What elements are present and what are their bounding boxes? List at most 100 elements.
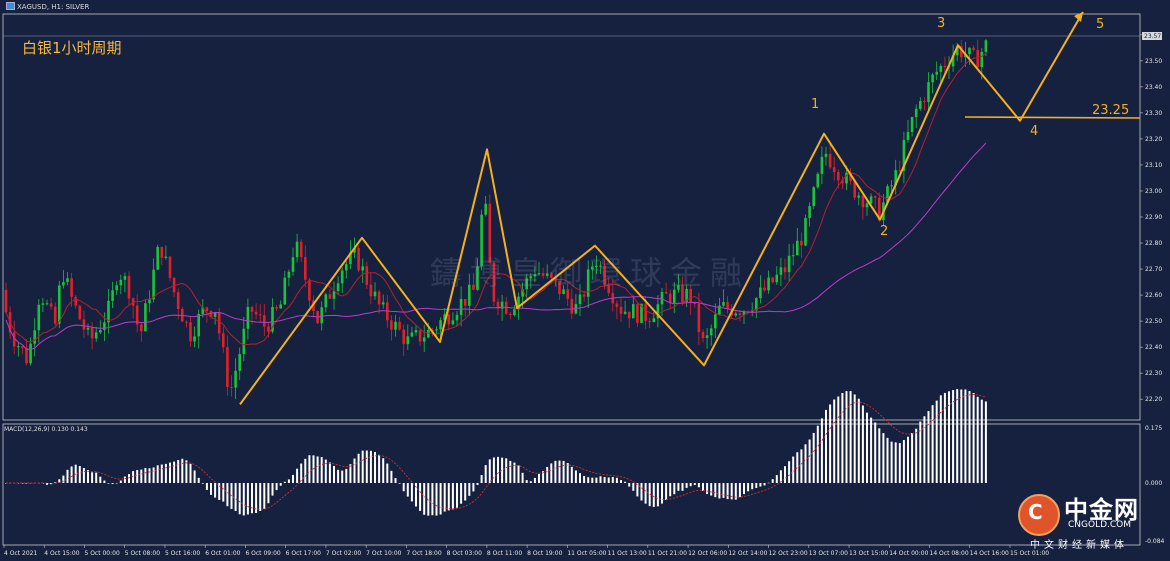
macd-bar [82,468,85,483]
macd-bar [431,483,434,516]
current-price-label: 23.57 [1144,33,1161,40]
macd-bar [804,444,807,483]
candle-body [664,291,668,294]
candle-body [238,354,241,371]
candle-body [636,304,639,323]
candle-body [500,301,504,309]
macd-bar [554,460,557,483]
macd-bar [849,391,852,483]
candle-body [742,311,746,316]
candle-body [99,329,102,333]
support-line [964,116,1141,119]
candle-body [258,314,262,316]
y-tick-label: 22.50 [1145,318,1162,325]
macd-bar [218,483,221,500]
candle-body [619,306,623,314]
macd-bar [812,432,815,483]
candle-body [66,278,69,283]
x-tick-label: 7 Oct 02:00 [326,550,361,557]
candle-body [566,289,569,299]
candle-body [455,314,459,321]
candle-body [287,271,291,278]
candle-body [545,273,549,276]
macd-bar [189,463,192,483]
candle-body [878,197,881,221]
candle-body [4,289,8,313]
macd-bar [726,483,729,500]
macd-bar [628,483,631,487]
macd-bar [611,477,614,483]
macd-bar [538,473,540,483]
candle-body [345,264,348,271]
macd-bar [574,470,577,483]
candle-body [972,47,975,50]
candle-body [242,328,246,355]
wave-label: 3 [937,16,945,31]
macd-bar [95,472,98,483]
symbol-label: XAGUSD, H1: SILVER [17,3,90,11]
x-tick-label: 12 Oct 23:00 [769,550,808,557]
candle-body [488,203,492,263]
candle-body [127,276,131,299]
macd-bar [956,389,959,483]
candle-body [755,298,758,311]
candle-body [865,203,869,208]
candle-body [775,274,779,283]
macd-bar [255,483,258,514]
macd-bar [369,450,372,483]
x-tick-label: 4 Oct 2021 [4,550,37,557]
candle-body [213,312,217,317]
candle-body [800,240,803,246]
macd-bar [829,404,832,483]
macd-bar [279,483,282,486]
candle-body [849,172,852,181]
macd-bar [472,483,475,492]
candle-body [890,185,893,187]
candle-body [447,314,451,325]
macd-bar [599,476,602,483]
candle-body [82,319,86,330]
macd-bar [558,460,561,483]
macd-bar [681,483,684,491]
candle-body [513,309,516,316]
macd-bar [591,477,594,483]
candle-body [328,294,332,299]
macd-bar [685,483,688,488]
macd-bar [365,450,368,483]
macd-bar [185,460,188,483]
candle-body [632,304,635,319]
macd-label: MACD(12,26,9) 0.130 0.143 [4,426,88,433]
candle-body [595,265,598,267]
macd-bar [939,395,942,483]
candle-body [759,287,762,299]
wave-label: 1 [811,97,819,112]
candle-body [74,296,77,306]
macd-bar [456,483,458,508]
candle-body [381,302,385,305]
candle-body [230,386,233,388]
candle-body [304,257,307,280]
candle-body [722,302,725,306]
macd-bar [390,470,393,483]
candle-body [49,303,53,307]
macd-bar [398,483,401,484]
macd-bar [747,483,750,492]
candle-body [222,333,225,348]
macd-bar [164,463,167,483]
x-tick-label: 5 Oct 00:00 [84,550,119,557]
macd-bar [837,396,840,483]
macd-bar [833,399,836,483]
candle-body [103,322,106,330]
y-tick-label: 22.70 [1145,266,1162,273]
candle-body [968,47,971,55]
candle-body [164,256,168,258]
candle-body [808,206,811,218]
macd-bar [689,483,692,487]
macd-bar [533,477,536,483]
macd-bar [677,483,680,491]
macd-bar [984,401,987,483]
macd-bar [632,483,635,491]
x-tick-label: 6 Oct 09:00 [245,550,280,557]
macd-bar [103,480,106,483]
